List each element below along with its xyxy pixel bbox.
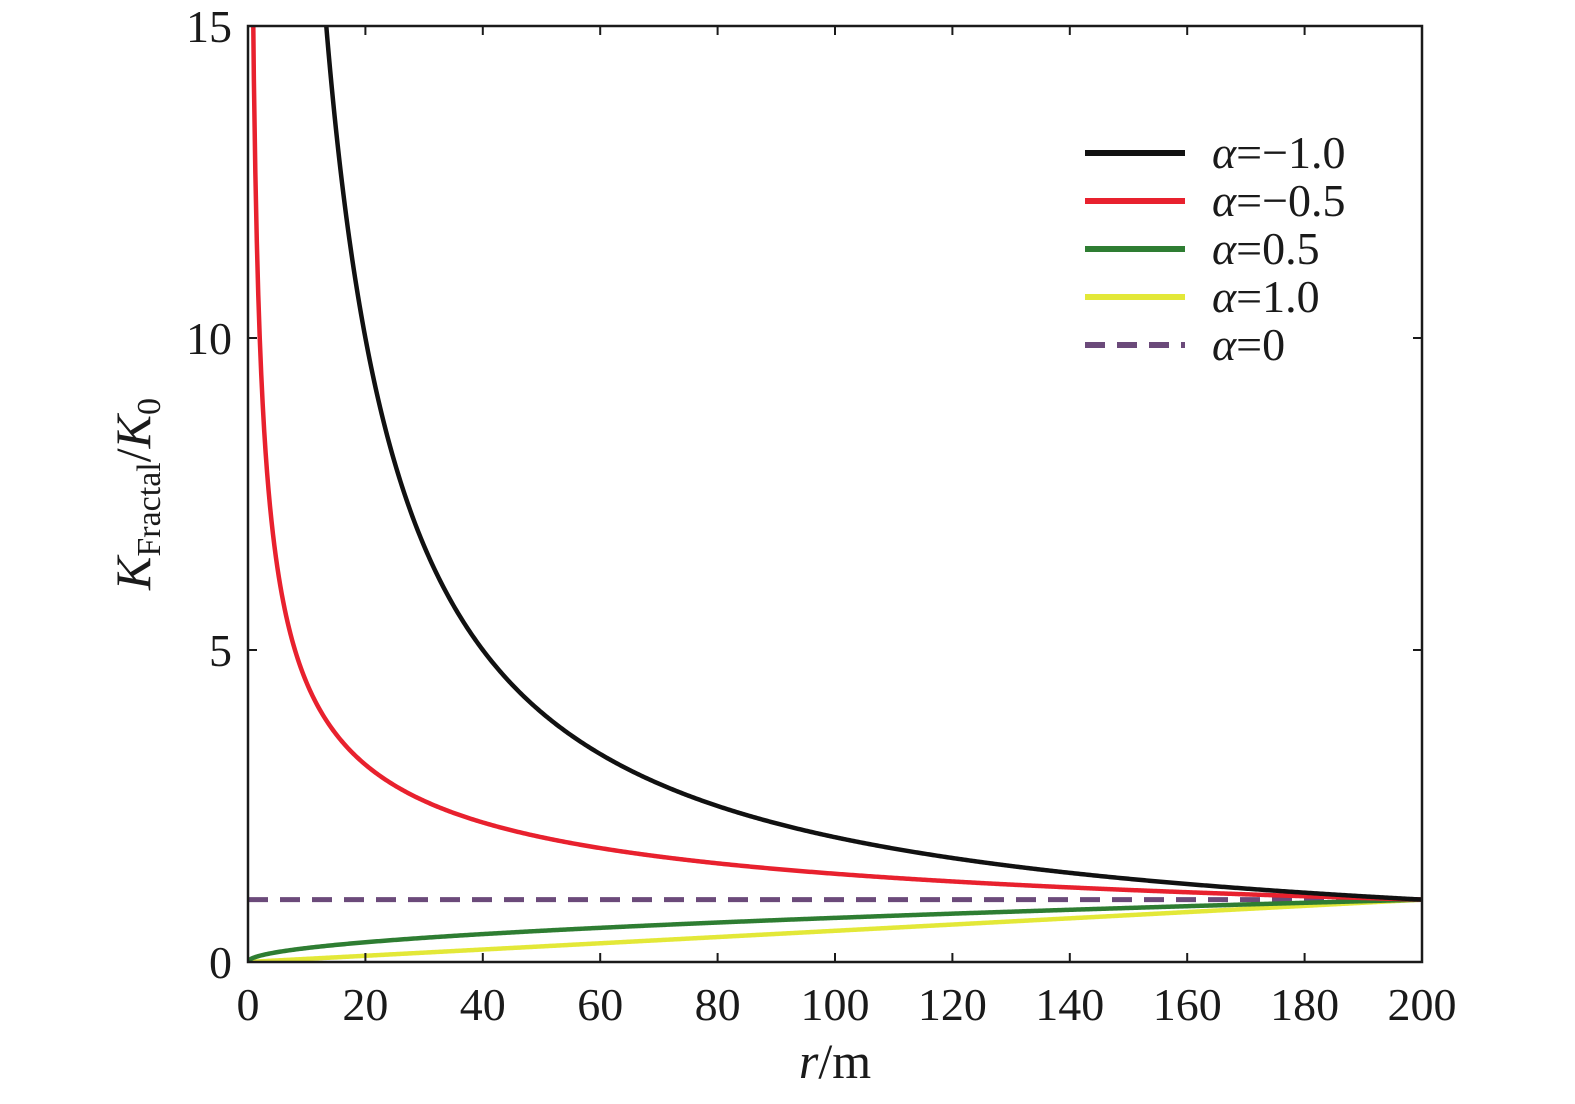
series-line — [251, 26, 1422, 902]
x-tick-label: 0 — [237, 979, 260, 1030]
x-tick-label: 40 — [460, 979, 506, 1030]
ticks-layer: 0 20 40 60 80 100 120 140 160 180 200 0 5 10 15 — [186, 1, 1457, 1030]
y-axis-sub2: 0 — [131, 398, 168, 415]
x-tick-label: 80 — [695, 979, 741, 1030]
series-layer — [248, 26, 1422, 962]
y-axis-sub: Fractal — [131, 462, 168, 556]
x-axis-label: r/m — [799, 1033, 871, 1089]
legend-label: α=0 — [1212, 319, 1285, 370]
legend-label: α=1.0 — [1212, 271, 1320, 322]
series-line — [248, 897, 1422, 962]
x-axis-unit: /m — [818, 1033, 871, 1089]
x-tick-label: 60 — [577, 979, 623, 1030]
y-tick-label: 0 — [209, 937, 232, 988]
y-tick-label: 5 — [209, 625, 232, 676]
x-tick-label: 100 — [801, 979, 870, 1030]
x-tick-label: 20 — [342, 979, 388, 1030]
y-axis-var: K — [105, 554, 161, 591]
y-axis-label: KFractal/K0 — [105, 398, 168, 591]
legend-label: α=−0.5 — [1212, 175, 1346, 226]
series-line — [324, 26, 1422, 902]
y-tick-label: 15 — [186, 1, 232, 52]
x-tick-label: 200 — [1388, 979, 1457, 1030]
legend-label: α=0.5 — [1212, 223, 1320, 274]
x-axis-var: r — [799, 1033, 819, 1089]
x-tick-label: 120 — [918, 979, 987, 1030]
y-axis-var2: K — [105, 412, 161, 449]
y-tick-label: 10 — [186, 313, 232, 364]
legend-label: α=−1.0 — [1212, 127, 1346, 178]
y-axis-sep: / — [105, 448, 161, 462]
x-tick-label: 160 — [1153, 979, 1222, 1030]
x-tick-label: 140 — [1035, 979, 1104, 1030]
legend: α=−1.0α=−0.5α=0.5α=1.0α=0 — [1085, 127, 1346, 370]
series-line — [248, 897, 1422, 962]
x-tick-label: 180 — [1270, 979, 1339, 1030]
